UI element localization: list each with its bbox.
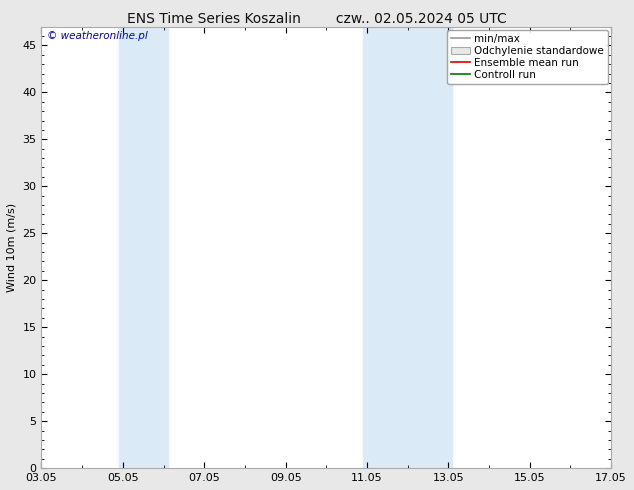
Legend: min/max, Odchylenie standardowe, Ensemble mean run, Controll run: min/max, Odchylenie standardowe, Ensembl… bbox=[447, 30, 608, 84]
Bar bbox=[119, 26, 167, 468]
Text: © weatheronline.pl: © weatheronline.pl bbox=[47, 31, 148, 41]
Text: ENS Time Series Koszalin        czw.. 02.05.2024 05 UTC: ENS Time Series Koszalin czw.. 02.05.202… bbox=[127, 12, 507, 26]
Bar bbox=[363, 26, 453, 468]
Y-axis label: Wind 10m (m/s): Wind 10m (m/s) bbox=[7, 203, 17, 292]
